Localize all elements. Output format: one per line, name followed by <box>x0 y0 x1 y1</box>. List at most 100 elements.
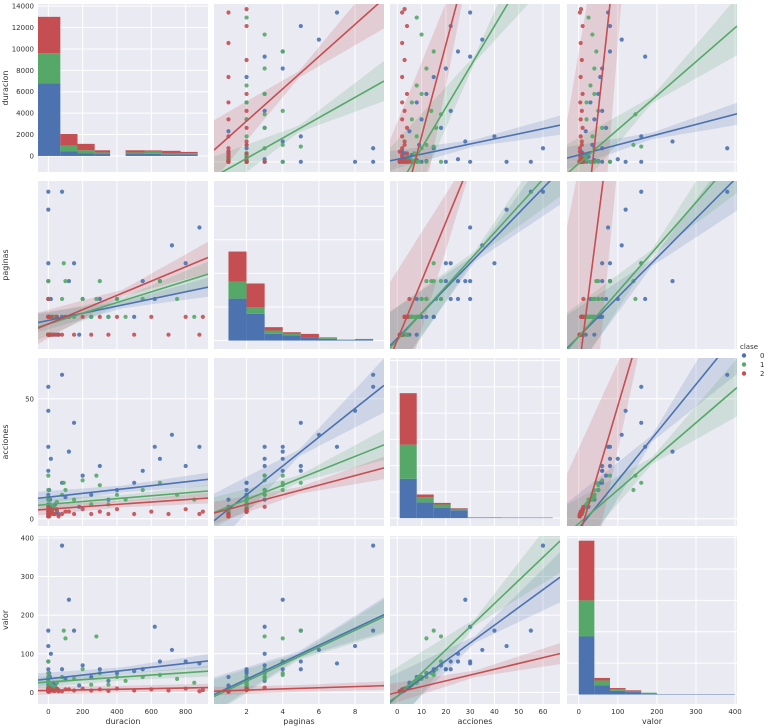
panel-content <box>38 16 198 156</box>
hist-bar-clase-2 <box>416 494 434 498</box>
scatter-point-clase-0 <box>169 243 175 248</box>
regression-line-clase-1 <box>214 615 384 698</box>
hist-bar-clase-1 <box>641 692 657 694</box>
scatter-point-clase-1 <box>431 278 436 284</box>
regression-line-clase-2 <box>38 497 208 511</box>
scatter-point-clase-0 <box>371 159 376 164</box>
scatter-point-clase-1 <box>438 296 444 302</box>
hist-bar-clase-1 <box>161 152 181 155</box>
panel-content <box>567 181 737 349</box>
scatter-point-clase-2 <box>404 125 410 130</box>
scatter-point-clase-0 <box>600 468 605 473</box>
scatter-point-clase-0 <box>468 296 473 302</box>
scatter-point-clase-1 <box>409 117 414 122</box>
regression-line-clase-1 <box>390 540 560 704</box>
regression-line-clase-2 <box>214 467 384 514</box>
scatter-point-clase-2 <box>404 151 410 156</box>
scatter-point-clase-0 <box>455 659 461 664</box>
regression-line-clase-0 <box>579 358 719 526</box>
scatter-point-clase-2 <box>400 134 405 139</box>
scatter-point-clase-2 <box>226 40 231 46</box>
hist-bar-clase-2 <box>264 327 283 331</box>
scatter-point-clase-1 <box>89 682 94 687</box>
ytick-label: 50 <box>25 395 34 403</box>
scatter-point-clase-2 <box>71 332 77 337</box>
hist-bar-clase-2 <box>318 337 337 339</box>
scatter-point-clase-1 <box>262 112 267 117</box>
scatter-point-clase-1 <box>123 678 128 683</box>
panel-valor-vs-acciones: 0 10 20 30 40 50 60 acciones <box>390 536 560 726</box>
scatter-point-clase-2 <box>577 514 582 519</box>
scatter-point-clase-0 <box>262 456 267 461</box>
regression-line-clase-2 <box>411 4 458 172</box>
scatter-point-clase-0 <box>468 10 473 15</box>
scatter-point-clase-2 <box>578 100 583 105</box>
panel-content <box>38 543 208 695</box>
scatter-point-clase-2 <box>59 332 65 337</box>
hist-bar-clase-1 <box>228 281 247 299</box>
scatter-point-clase-1 <box>429 108 434 114</box>
panel-background <box>567 536 737 704</box>
scatter-point-clase-0 <box>244 487 249 493</box>
scatter-point-clase-1 <box>94 473 99 478</box>
panel-content <box>399 393 553 519</box>
scatter-point-clase-0 <box>540 189 546 194</box>
confidence-band-clase-1 <box>214 599 384 704</box>
scatter-point-clase-2 <box>400 152 405 158</box>
scatter-point-clase-1 <box>431 49 436 54</box>
scatter-point-clase-1 <box>419 296 424 302</box>
scatter-point-clase-0 <box>590 142 595 147</box>
scatter-point-clase-0 <box>46 643 51 649</box>
scatter-point-clase-1 <box>639 480 644 485</box>
scatter-point-clase-0 <box>280 444 285 449</box>
scatter-point-clase-1 <box>596 296 601 302</box>
scatter-point-clase-1 <box>280 487 285 493</box>
hist-bar-clase-0 <box>433 507 451 519</box>
panel-content <box>578 540 736 695</box>
scatter-point-clase-0 <box>352 159 358 164</box>
scatter-point-clase-0 <box>97 463 102 469</box>
scatter-point-clase-0 <box>643 54 648 59</box>
hist-bar-clase-1 <box>336 339 356 341</box>
hist-bar-clase-1 <box>125 152 145 155</box>
hist-bar-clase-2 <box>144 150 162 152</box>
ytick-label: 6000 <box>16 88 34 96</box>
scatter-point-clase-1 <box>114 492 120 497</box>
scatter-point-clase-0 <box>600 108 605 114</box>
scatter-point-clase-0 <box>169 647 175 653</box>
hist-bar-clase-2 <box>180 151 198 154</box>
scatter-point-clase-2 <box>46 504 51 509</box>
hist-bar-clase-0 <box>264 333 283 341</box>
hist-bar-clase-1 <box>60 145 78 152</box>
hist-bar-clase-0 <box>246 313 265 341</box>
legend-marker-clase-0 <box>741 353 747 358</box>
hist-bar-clase-1 <box>180 153 198 155</box>
scatter-point-clase-1 <box>47 682 53 687</box>
scatter-point-clase-0 <box>298 667 303 672</box>
scatter-point-clase-1 <box>59 296 65 302</box>
scatter-point-clase-2 <box>397 159 402 164</box>
regression-line-clase-1 <box>38 670 208 684</box>
scatter-point-clase-0 <box>448 261 453 266</box>
scatter-point-clase-0 <box>725 372 730 377</box>
scatter-point-clase-2 <box>226 117 231 122</box>
scatter-point-clase-2 <box>402 139 407 144</box>
ytick-label: 300 <box>21 573 34 581</box>
scatter-point-clase-1 <box>424 159 429 164</box>
scatter-point-clase-1 <box>94 296 99 302</box>
xtick-label: 200 <box>76 708 89 716</box>
scatter-point-clase-1 <box>414 134 419 139</box>
scatter-point-clase-0 <box>59 372 65 377</box>
hist-bar-clase-0 <box>641 693 657 695</box>
scatter-point-clase-1 <box>417 159 422 164</box>
confidence-band-clase-2 <box>214 4 384 172</box>
scatter-point-clase-0 <box>528 159 533 164</box>
scatter-point-clase-2 <box>132 511 137 517</box>
hist-bar-clase-0 <box>228 298 247 341</box>
scatter-point-clase-0 <box>140 278 145 284</box>
confidence-band-clase-2 <box>567 4 622 172</box>
panel-background <box>38 536 208 704</box>
ytick-label: 0 <box>30 515 34 523</box>
scatter-point-clase-1 <box>174 296 180 302</box>
scatter-point-clase-2 <box>579 314 584 319</box>
